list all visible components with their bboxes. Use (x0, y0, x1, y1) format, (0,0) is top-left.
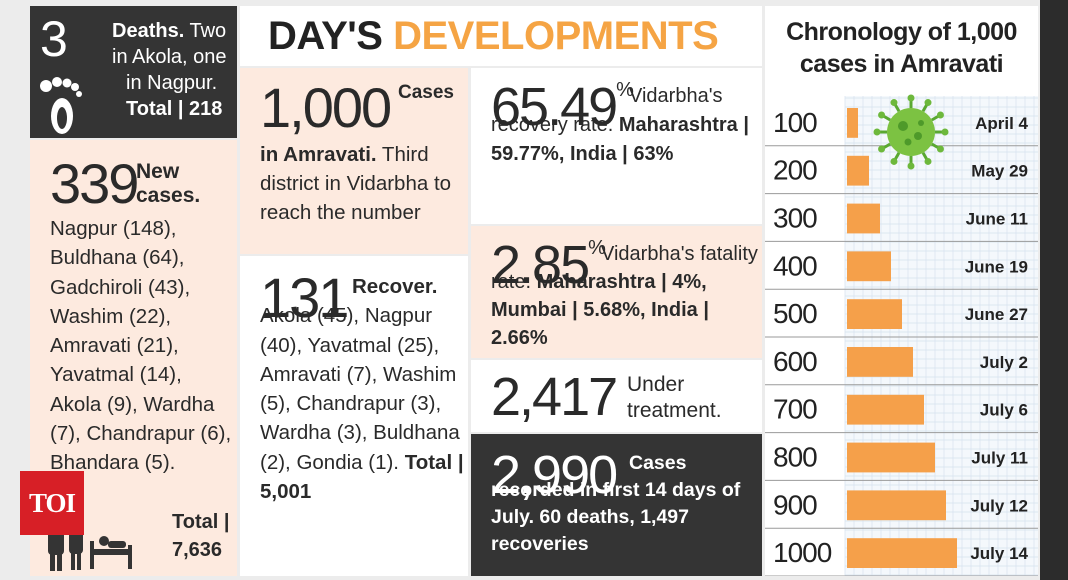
recovered-panel: 131 Recover. Akola (45), Nagpur (40), Ya… (240, 256, 468, 576)
chart-bar (847, 108, 858, 138)
chart-bar (847, 251, 891, 282)
recovered-list: Akola (45), Nagpur (40), Yavatmal (25), … (260, 304, 460, 474)
amravati-1000-number: 1,000 (260, 76, 392, 139)
chart-category-label: 400 (773, 250, 817, 281)
chart-title-line2: cases in Amravati (799, 50, 1004, 78)
chart-bar (847, 347, 913, 377)
recovered-text: Recover. Akola (45), Nagpur (40), Yavatm… (260, 272, 465, 506)
chart-date-label: July 2 (980, 353, 1028, 372)
chart-date-label: April 4 (975, 114, 1028, 133)
fatality-rate-desc: Vidarbha's fatality rate. (491, 243, 758, 293)
new-cases-label-line1: New (136, 160, 180, 183)
recovered-label: Recover. (352, 275, 438, 298)
july-text: Cases recorded in first 14 days of July.… (491, 452, 741, 555)
new-cases-total-line2: 7,636 (172, 539, 223, 561)
chart-category-label: 800 (773, 442, 817, 473)
chart-date-label: June 19 (965, 257, 1028, 276)
chart-category-label: 100 (773, 107, 817, 138)
chart-title-line1: Chronology of 1,000 (786, 18, 1017, 46)
chart-date-label: July 6 (980, 401, 1028, 420)
new-cases-list: Nagpur (148), Buldhana (64), Gadchiroli … (50, 217, 232, 475)
chart-category-label: 700 (773, 394, 817, 425)
deaths-text-line3: in Nagpur. (126, 72, 218, 94)
new-cases-total-line1: Total | (172, 511, 230, 533)
new-cases-number: 339 (50, 152, 139, 215)
new-cases-total: Total | 7,636 (172, 508, 229, 564)
header-banner: DAY'S DEVELOPMENTS (240, 6, 762, 66)
right-edge-strip (1040, 0, 1068, 580)
chart-bar (847, 538, 957, 568)
deaths-panel: 3 Deaths. Two in Akola, one in Nagpur. T… (30, 6, 237, 138)
fatality-rate-percent: % (588, 237, 606, 259)
fatality-rate-compare: Maharashtra | 4%, Mumbai | 5.68%, India … (491, 271, 709, 349)
chart-category-label: 1000 (773, 537, 832, 568)
fatality-rate-number: 2.85% (491, 238, 606, 292)
under-treatment-line2: treatment. (627, 399, 722, 422)
recovery-rate-compare: Maharashtra | 59.77%, India | 63% (491, 114, 749, 165)
chart-category-label: 500 (773, 298, 817, 329)
chart-category-label: 900 (773, 489, 817, 520)
deaths-text-line1b: Two (189, 20, 227, 42)
amravati-1000-text: in Amravati. Third district in Vidarbha … (260, 140, 465, 227)
recovery-rate-percent: % (616, 79, 634, 101)
under-treatment-number: 2,417 (491, 367, 618, 427)
deaths-number: 3 (40, 11, 68, 67)
recovery-rate-number: 65.49% (491, 80, 634, 134)
footprint-icon (40, 77, 82, 134)
chart-title: Chronology of 1,000 cases in Amravati (765, 16, 1038, 80)
july-number: 2,990 (491, 445, 618, 505)
recovery-rate-text: Vidarbha's recovery rate. Maharashtra | … (491, 82, 759, 169)
amravati-1000-bold: in Amravati. (260, 143, 377, 166)
title-part2: DEVELOPMENTS (393, 14, 719, 58)
july-panel: 2,990 Cases recorded in first 14 days of… (471, 434, 762, 576)
recovered-number: 131 (260, 266, 349, 329)
chronology-chart: 100 April 4 200 May 29 300 June 11 400 June 19 5… (765, 6, 1038, 576)
chart-category-label: 600 (773, 346, 817, 377)
chart-bar (847, 299, 902, 329)
chart-date-label: June 27 (965, 305, 1028, 324)
amravati-1000-panel: 1,000 Cases in Amravati. Third district … (240, 68, 468, 254)
chart-date-label: May 29 (971, 162, 1028, 181)
chart-date-label: July 12 (970, 496, 1028, 515)
under-treatment-panel: 2,417 Under treatment. (471, 360, 762, 432)
under-treatment-line1: Under (627, 373, 685, 396)
chart-date-label: July 14 (970, 544, 1028, 563)
new-cases-label: New cases. (136, 160, 200, 208)
toi-logo: TOI (20, 471, 84, 535)
deaths-total: Total | 218 (126, 98, 223, 120)
chart-bar (847, 394, 924, 425)
under-treatment-text: Under treatment. (627, 372, 722, 424)
chart-bar (847, 203, 880, 234)
chart-bar (847, 155, 869, 186)
new-cases-label-line2: cases. (136, 184, 201, 207)
fatality-rate-text: Vidarbha's fatality rate. Maharashtra | … (491, 240, 759, 352)
page-title: DAY'S DEVELOPMENTS (268, 14, 719, 59)
recovery-rate-panel: 65.49% Vidarbha's recovery rate. Maharas… (471, 68, 762, 224)
recovery-rate-value: 65.49 (491, 77, 618, 137)
deaths-label: Deaths. (112, 20, 185, 42)
chart-category-label: 300 (773, 203, 817, 234)
fatality-rate-value: 2.85 (491, 235, 590, 295)
amravati-1000-label: Cases (398, 82, 454, 103)
fatality-rate-panel: 2.85% Vidarbha's fatality rate. Maharash… (471, 226, 762, 358)
recovered-total: Total | 5,001 (260, 450, 464, 504)
amravati-1000-desc: Third district in Vidarbha to reach the … (260, 143, 452, 224)
chart-svg: 100 April 4 200 May 29 300 June 11 400 June 19 5… (765, 94, 1038, 576)
chart-date-label: July 11 (971, 449, 1028, 468)
title-part1: DAY'S (268, 14, 383, 58)
chart-bar (847, 490, 946, 521)
new-cases-panel: 339 New cases. Nagpur (148), Buldhana (6… (30, 140, 237, 576)
virus-icon (873, 94, 949, 170)
chart-bar (847, 442, 935, 473)
chart-category-label: 200 (773, 155, 817, 186)
chart-date-label: June 11 (966, 210, 1028, 229)
deaths-text: Deaths. Two in Akola, one in Nagpur. Tot… (112, 18, 227, 122)
recovery-rate-desc: Vidarbha's recovery rate. (491, 85, 723, 136)
deaths-text-line2: in Akola, one (112, 46, 227, 68)
